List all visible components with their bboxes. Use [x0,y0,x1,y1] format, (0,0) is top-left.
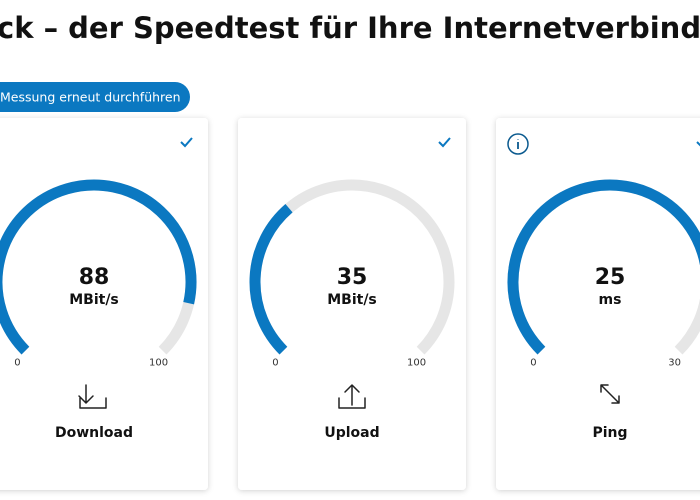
metric-label: Download [55,425,133,441]
gauge-fill [507,179,700,355]
metric-icon [600,384,620,404]
unit: MBit/s [327,292,377,308]
speed-card: 0 100 88 MBit/s Download [0,118,208,490]
button-label: Messung erneut durchführen [0,90,181,105]
unit: MBit/s [69,292,119,308]
gauge-fill [0,179,197,355]
speed-card: 0 30 25 ms Ping [496,118,700,490]
button-bg [0,82,190,112]
gauge-min: 0 [530,358,536,369]
card-bg [238,118,466,490]
metric-label: Upload [324,425,379,441]
info-icon[interactable] [507,133,529,155]
repeat-button[interactable]: Messung erneut durchführen [0,82,190,112]
metric-label: Ping [592,425,627,441]
gauge-max: 100 [149,358,168,369]
gauge-fill [249,204,293,355]
check-icon [180,137,193,148]
value: 88 [79,265,110,290]
metric-icon [338,384,366,409]
speed-card: 0 100 35 MBit/s Upload [238,118,466,490]
check-icon [696,141,700,147]
gauge-max: 30 [668,358,681,369]
check-icon [438,137,451,148]
value: 35 [337,265,368,290]
page-title: ck – der Speedtest für Ihre Internetverb… [0,11,700,45]
value: 25 [595,265,626,290]
gauge-min: 0 [14,358,20,369]
gauge-max: 100 [407,358,426,369]
gauge-min: 0 [272,358,278,369]
metric-icon [78,384,107,409]
unit: ms [599,292,622,308]
